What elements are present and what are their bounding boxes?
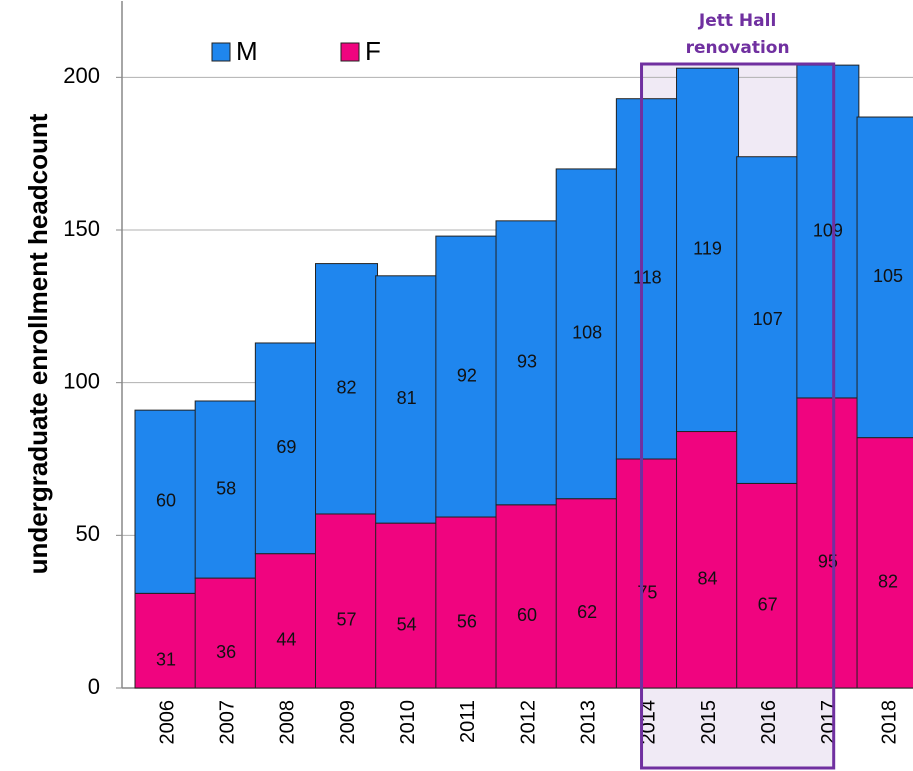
value-label: 69 bbox=[276, 437, 296, 457]
legend-label: M bbox=[236, 36, 258, 66]
bar-segment bbox=[797, 398, 859, 688]
y-tick-label: 0 bbox=[88, 674, 100, 699]
value-label: 81 bbox=[397, 388, 417, 408]
bar-segment bbox=[135, 593, 197, 688]
bar-segment bbox=[556, 499, 618, 688]
legend-swatch bbox=[341, 43, 359, 61]
legend-swatch bbox=[212, 43, 230, 61]
value-label: 109 bbox=[813, 220, 843, 240]
y-tick-label: 150 bbox=[63, 216, 100, 241]
legend-label: F bbox=[365, 36, 381, 66]
y-axis-title: undergraduate enrollment headcount bbox=[23, 113, 53, 574]
value-label: 119 bbox=[693, 239, 722, 259]
bar-segment bbox=[677, 432, 739, 688]
value-label: 105 bbox=[873, 266, 903, 286]
value-label: 58 bbox=[216, 478, 236, 498]
value-label: 118 bbox=[633, 268, 662, 288]
bar-segment bbox=[737, 483, 799, 688]
bar-segment bbox=[376, 523, 438, 688]
value-label: 67 bbox=[758, 594, 778, 614]
bar-segment bbox=[436, 517, 498, 688]
value-label: 108 bbox=[572, 323, 602, 343]
x-tick-label: 2013 bbox=[577, 700, 599, 745]
x-tick-label: 2015 bbox=[698, 700, 720, 745]
y-tick-label: 200 bbox=[63, 63, 100, 88]
value-label: 57 bbox=[336, 610, 356, 630]
value-label: 44 bbox=[276, 630, 296, 650]
x-tick-label: 2006 bbox=[156, 700, 178, 745]
y-tick-label: 100 bbox=[63, 368, 100, 393]
chart: undergraduate enrollment headcount 0 50 10… bbox=[0, 0, 913, 771]
x-tick-label: 2007 bbox=[216, 700, 238, 745]
x-tick-label: 2017 bbox=[818, 700, 840, 745]
x-tick-label: 2008 bbox=[277, 700, 299, 745]
x-tick-label: 2010 bbox=[397, 700, 419, 745]
bar-segment bbox=[857, 438, 913, 688]
value-label: 92 bbox=[457, 365, 477, 385]
value-label: 36 bbox=[216, 642, 236, 662]
bar-segment bbox=[496, 505, 558, 688]
y-tick-label: 50 bbox=[76, 521, 100, 546]
value-label: 82 bbox=[878, 572, 898, 592]
x-tick-label: 2018 bbox=[878, 700, 900, 745]
value-label: 107 bbox=[753, 309, 783, 329]
value-label: 60 bbox=[517, 605, 537, 625]
bar-segment bbox=[316, 514, 378, 688]
value-label: 84 bbox=[698, 569, 718, 589]
value-label: 60 bbox=[156, 490, 176, 510]
x-tick-label: 2011 bbox=[457, 700, 479, 743]
x-tick-label: 2016 bbox=[758, 700, 780, 745]
bar-segment bbox=[195, 578, 257, 688]
annotation: Jett Hall renovation bbox=[683, 8, 793, 62]
value-label: 62 bbox=[577, 602, 597, 622]
value-label: 93 bbox=[517, 352, 537, 372]
bar-segment bbox=[255, 554, 317, 688]
x-tick-label: 2009 bbox=[337, 700, 359, 745]
value-label: 56 bbox=[457, 611, 477, 631]
bar-segment bbox=[616, 459, 678, 688]
page: undergraduate enrollment headcount 0 50 10… bbox=[0, 0, 913, 771]
value-label: 82 bbox=[336, 378, 356, 398]
x-tick-label: 2012 bbox=[517, 700, 539, 745]
value-label: 54 bbox=[397, 614, 417, 634]
value-label: 31 bbox=[156, 649, 176, 669]
